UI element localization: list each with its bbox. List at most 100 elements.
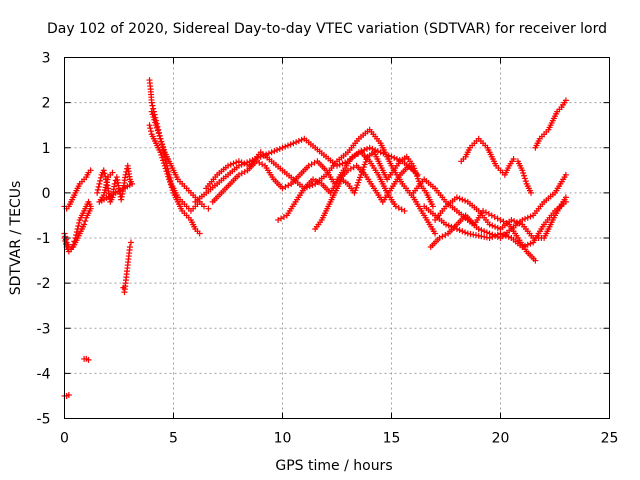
- data-point-interp: [151, 116, 158, 123]
- data-point-interp: [282, 143, 289, 150]
- y-tick-label: -1: [37, 231, 51, 247]
- data-point: [87, 167, 94, 174]
- series-peak-4h-down-c: [148, 108, 212, 212]
- data-point: [562, 171, 569, 178]
- x-tick-label: 0: [60, 431, 69, 447]
- data-point-interp: [271, 148, 278, 155]
- data-point-interp: [462, 229, 469, 236]
- data-point-interp: [481, 228, 488, 235]
- y-tick-label: 1: [42, 141, 51, 157]
- data-point-interp: [162, 165, 169, 172]
- data-point-interp: [97, 177, 104, 184]
- y-tick-label: 3: [42, 51, 51, 67]
- data-point-interp: [160, 143, 167, 150]
- x-tick-label: 25: [601, 431, 619, 447]
- data-point-interp: [165, 173, 172, 180]
- data-point-interp: [520, 170, 527, 177]
- data-point-interp: [298, 136, 305, 143]
- data-point: [432, 230, 439, 237]
- data-point: [146, 122, 153, 129]
- data-point: [205, 205, 212, 212]
- data-point: [475, 225, 482, 232]
- data-point: [486, 221, 493, 228]
- data-point-interp: [361, 147, 368, 154]
- data-point-interp: [82, 218, 89, 225]
- data-point-interp: [75, 222, 82, 229]
- series-late-band-c: [427, 207, 539, 264]
- data-point: [443, 221, 449, 228]
- data-point-interp: [164, 170, 171, 177]
- y-tick-label: -5: [37, 412, 51, 428]
- data-point: [122, 171, 129, 178]
- data-point-interp: [149, 111, 156, 118]
- data-point: [87, 205, 94, 212]
- data-point-interp: [502, 232, 509, 239]
- data-point-interp: [456, 195, 463, 202]
- data-point: [148, 108, 155, 115]
- data-point-interp: [244, 161, 251, 168]
- data-point-interp: [516, 220, 523, 227]
- data-point: [85, 356, 92, 363]
- data-point: [268, 149, 275, 156]
- data-point-interp: [160, 160, 167, 167]
- data-point: [429, 203, 436, 210]
- data-point-interp: [147, 128, 154, 135]
- data-point-interp: [287, 141, 294, 148]
- data-point-interp: [492, 232, 499, 239]
- data-point-interp: [293, 139, 300, 146]
- data-point: [126, 244, 133, 251]
- data-point: [96, 180, 103, 187]
- data-point: [519, 167, 526, 174]
- data-point-interp: [522, 178, 529, 185]
- data-point-interp: [492, 223, 499, 230]
- data-point-interp: [274, 147, 281, 154]
- data-point: [94, 189, 101, 196]
- data-point-interp: [241, 160, 248, 167]
- data-point-interp: [167, 181, 174, 188]
- data-point-interp: [284, 142, 291, 149]
- series-cluster-2h: [94, 162, 136, 205]
- data-point: [235, 158, 242, 165]
- data-point: [127, 239, 134, 246]
- data-point: [201, 203, 208, 210]
- data-point: [100, 167, 107, 174]
- series-late-bump-19h: [458, 135, 535, 196]
- series-drop-2.8h: [120, 239, 134, 296]
- data-point: [532, 257, 539, 264]
- x-axis-label: GPS time / hours: [275, 458, 392, 474]
- data-point-interp: [456, 227, 463, 234]
- data-point-interp: [152, 119, 159, 126]
- data-point-interp: [154, 127, 161, 134]
- data-point-interp: [524, 241, 531, 248]
- data-point: [290, 140, 297, 147]
- data-point-interp: [336, 161, 343, 168]
- data-point-interp: [76, 219, 83, 226]
- data-point-interp: [153, 124, 160, 131]
- data-point-interp: [150, 105, 157, 112]
- data-point: [279, 144, 286, 151]
- data-point: [111, 180, 118, 187]
- data-point: [225, 162, 231, 169]
- y-tick-label: -4: [37, 366, 51, 382]
- data-point-interp: [459, 228, 466, 235]
- data-point-interp: [101, 170, 108, 177]
- data-point: [508, 216, 515, 223]
- data-point: [366, 144, 373, 151]
- data-point-interp: [374, 148, 381, 155]
- data-point: [166, 176, 173, 183]
- data-point-interp: [524, 214, 531, 221]
- data-point-interp: [169, 187, 176, 194]
- data-point-interp: [168, 184, 175, 191]
- data-point: [453, 194, 460, 201]
- data-point-interp: [527, 240, 534, 247]
- data-point-interp: [150, 114, 157, 121]
- data-point-interp: [238, 159, 245, 166]
- data-point-interp: [156, 133, 163, 140]
- data-point-interp: [149, 102, 156, 109]
- data-point-interp: [160, 146, 167, 153]
- data-point: [148, 99, 155, 106]
- data-point-interp: [339, 160, 346, 167]
- data-point-interp: [295, 137, 302, 144]
- data-point: [157, 135, 164, 142]
- data-point-interp: [522, 215, 529, 222]
